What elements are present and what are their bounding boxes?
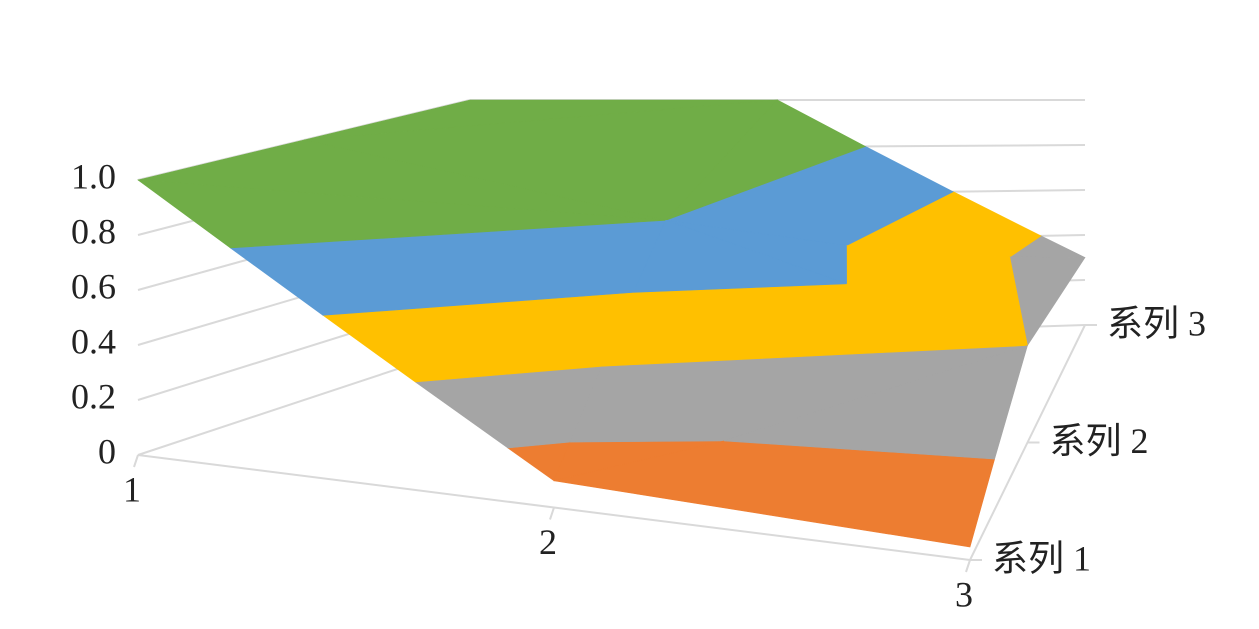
series-label: 系列 3 [1107,303,1206,343]
x-tick [549,507,555,520]
surface-patch [665,99,867,221]
series-label: 系列 1 [992,538,1091,578]
x-tick [133,454,139,468]
surface-patch [633,219,847,293]
z-tick-label: 1.0 [71,156,116,196]
z-tick-label: 0.8 [71,211,116,251]
z-tick-label: 0.4 [71,321,116,361]
x-tick [965,559,971,573]
series-label: 系列 2 [1050,421,1149,461]
z-tick-label: 0.6 [71,266,116,306]
x-tick-label: 1 [123,469,141,509]
z-tick-label: 0 [98,431,116,471]
x-tick-label: 3 [955,574,973,614]
surface-patch [723,345,1028,460]
x-tick-label: 2 [539,522,557,562]
z-tick-label: 0.2 [71,376,116,416]
surface-patch [136,179,666,249]
